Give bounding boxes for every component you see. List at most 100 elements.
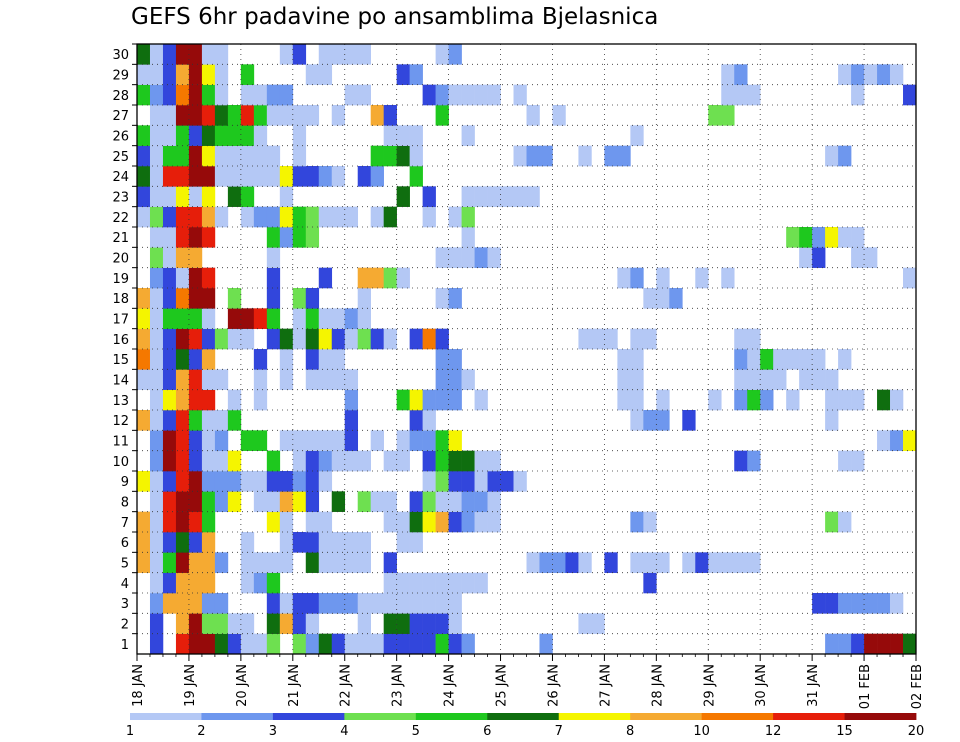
heatmap-cell bbox=[292, 288, 307, 309]
heatmap-cell bbox=[435, 349, 449, 370]
heatmap-cell bbox=[201, 410, 216, 431]
heatmap-cell bbox=[175, 328, 190, 350]
heatmap-cell bbox=[201, 613, 216, 634]
heatmap-cell bbox=[188, 328, 203, 350]
y-tick-label: 25 bbox=[112, 150, 129, 165]
colorbar-swatch bbox=[130, 713, 202, 720]
heatmap-cell bbox=[331, 532, 346, 553]
x-tick-label: 28 JAN bbox=[650, 664, 665, 707]
heatmap-cell bbox=[175, 491, 190, 512]
heatmap-cell bbox=[357, 288, 371, 309]
heatmap-cell bbox=[851, 593, 865, 614]
heatmap-cell bbox=[851, 633, 865, 655]
colorbar-label: 20 bbox=[908, 724, 925, 739]
heatmap-cell bbox=[656, 552, 670, 573]
heatmap-cell bbox=[162, 349, 177, 370]
heatmap-cell bbox=[266, 613, 281, 634]
heatmap-cell bbox=[318, 328, 333, 350]
heatmap-cell bbox=[851, 450, 865, 472]
heatmap-cell bbox=[344, 410, 359, 431]
heatmap-cell bbox=[383, 125, 397, 146]
heatmap-cell bbox=[253, 633, 268, 655]
heatmap-cell bbox=[422, 186, 436, 207]
heatmap-cell bbox=[227, 450, 242, 472]
heatmap-cell bbox=[357, 633, 371, 655]
heatmap-cell bbox=[253, 430, 268, 451]
y-tick-label: 30 bbox=[112, 48, 129, 63]
heatmap-cell bbox=[201, 349, 216, 370]
heatmap-cell bbox=[253, 84, 268, 106]
heatmap-cell bbox=[708, 389, 722, 411]
heatmap-cell bbox=[149, 308, 164, 329]
heatmap-cell bbox=[188, 308, 203, 329]
heatmap-cell bbox=[149, 613, 164, 634]
heatmap-cell bbox=[201, 511, 216, 533]
heatmap-cell bbox=[201, 389, 216, 411]
colorbar-label: 2 bbox=[197, 724, 205, 739]
heatmap-cell bbox=[240, 328, 255, 350]
heatmap-cell bbox=[188, 532, 203, 553]
heatmap-cell bbox=[137, 125, 151, 146]
heatmap-cell bbox=[305, 491, 320, 512]
heatmap-cell bbox=[487, 450, 501, 472]
heatmap-cell bbox=[838, 349, 852, 370]
heatmap-cell bbox=[409, 511, 423, 533]
colorbar-swatch bbox=[773, 713, 845, 720]
heatmap-cell bbox=[370, 145, 384, 167]
colorbar-swatch bbox=[487, 713, 560, 720]
heatmap-cell bbox=[214, 44, 229, 65]
heatmap-cell bbox=[734, 389, 748, 411]
heatmap-cell bbox=[175, 64, 190, 85]
heatmap-cell bbox=[513, 84, 527, 106]
heatmap-cell bbox=[201, 227, 216, 248]
heatmap-cell bbox=[734, 552, 748, 573]
heatmap-cell bbox=[383, 206, 397, 228]
heatmap-cell bbox=[630, 328, 644, 350]
heatmap-cell bbox=[240, 145, 255, 167]
heatmap-cell bbox=[266, 491, 281, 512]
heatmap-cell bbox=[214, 552, 229, 573]
heatmap-cell bbox=[188, 105, 203, 126]
heatmap-cell bbox=[344, 633, 359, 655]
heatmap-cell bbox=[461, 186, 475, 207]
heatmap-cell bbox=[461, 572, 475, 594]
y-tick-label: 17 bbox=[112, 313, 129, 328]
heatmap-cell bbox=[292, 491, 307, 512]
heatmap-cell bbox=[227, 288, 242, 309]
heatmap-cell bbox=[448, 633, 462, 655]
y-tick-label: 8 bbox=[121, 496, 129, 511]
heatmap-cell bbox=[175, 593, 190, 614]
heatmap-cell bbox=[422, 471, 436, 492]
heatmap-cell bbox=[292, 308, 307, 329]
heatmap-cell bbox=[461, 471, 475, 492]
heatmap-cell bbox=[448, 593, 462, 614]
heatmap-cell bbox=[799, 349, 813, 370]
heatmap-cell bbox=[630, 349, 644, 370]
heatmap-cell bbox=[266, 633, 281, 655]
heatmap-cell bbox=[279, 511, 294, 533]
heatmap-cell bbox=[253, 105, 268, 126]
heatmap-cell bbox=[305, 64, 320, 85]
heatmap-cell bbox=[695, 267, 709, 289]
heatmap-cell bbox=[357, 84, 371, 106]
heatmap-cell bbox=[188, 389, 203, 411]
heatmap-cell bbox=[292, 227, 307, 248]
heatmap-cell bbox=[877, 593, 891, 614]
heatmap-cell bbox=[149, 491, 164, 512]
heatmap-cell bbox=[409, 125, 423, 146]
heatmap-cell bbox=[617, 369, 631, 390]
heatmap-cell bbox=[279, 491, 294, 512]
heatmap-cell bbox=[253, 389, 268, 411]
heatmap-cell bbox=[435, 471, 449, 492]
heatmap-cell bbox=[396, 593, 410, 614]
heatmap-cell bbox=[630, 267, 644, 289]
heatmap-cell bbox=[344, 369, 359, 390]
colorbar-swatch bbox=[558, 713, 631, 720]
heatmap-cell bbox=[539, 145, 553, 167]
heatmap-cell bbox=[175, 572, 190, 594]
heatmap-cell bbox=[305, 450, 320, 472]
heatmap-cell bbox=[253, 369, 268, 390]
dotted-grid bbox=[137, 44, 916, 654]
heatmap-cell bbox=[396, 450, 410, 472]
heatmap-cell bbox=[149, 145, 164, 167]
